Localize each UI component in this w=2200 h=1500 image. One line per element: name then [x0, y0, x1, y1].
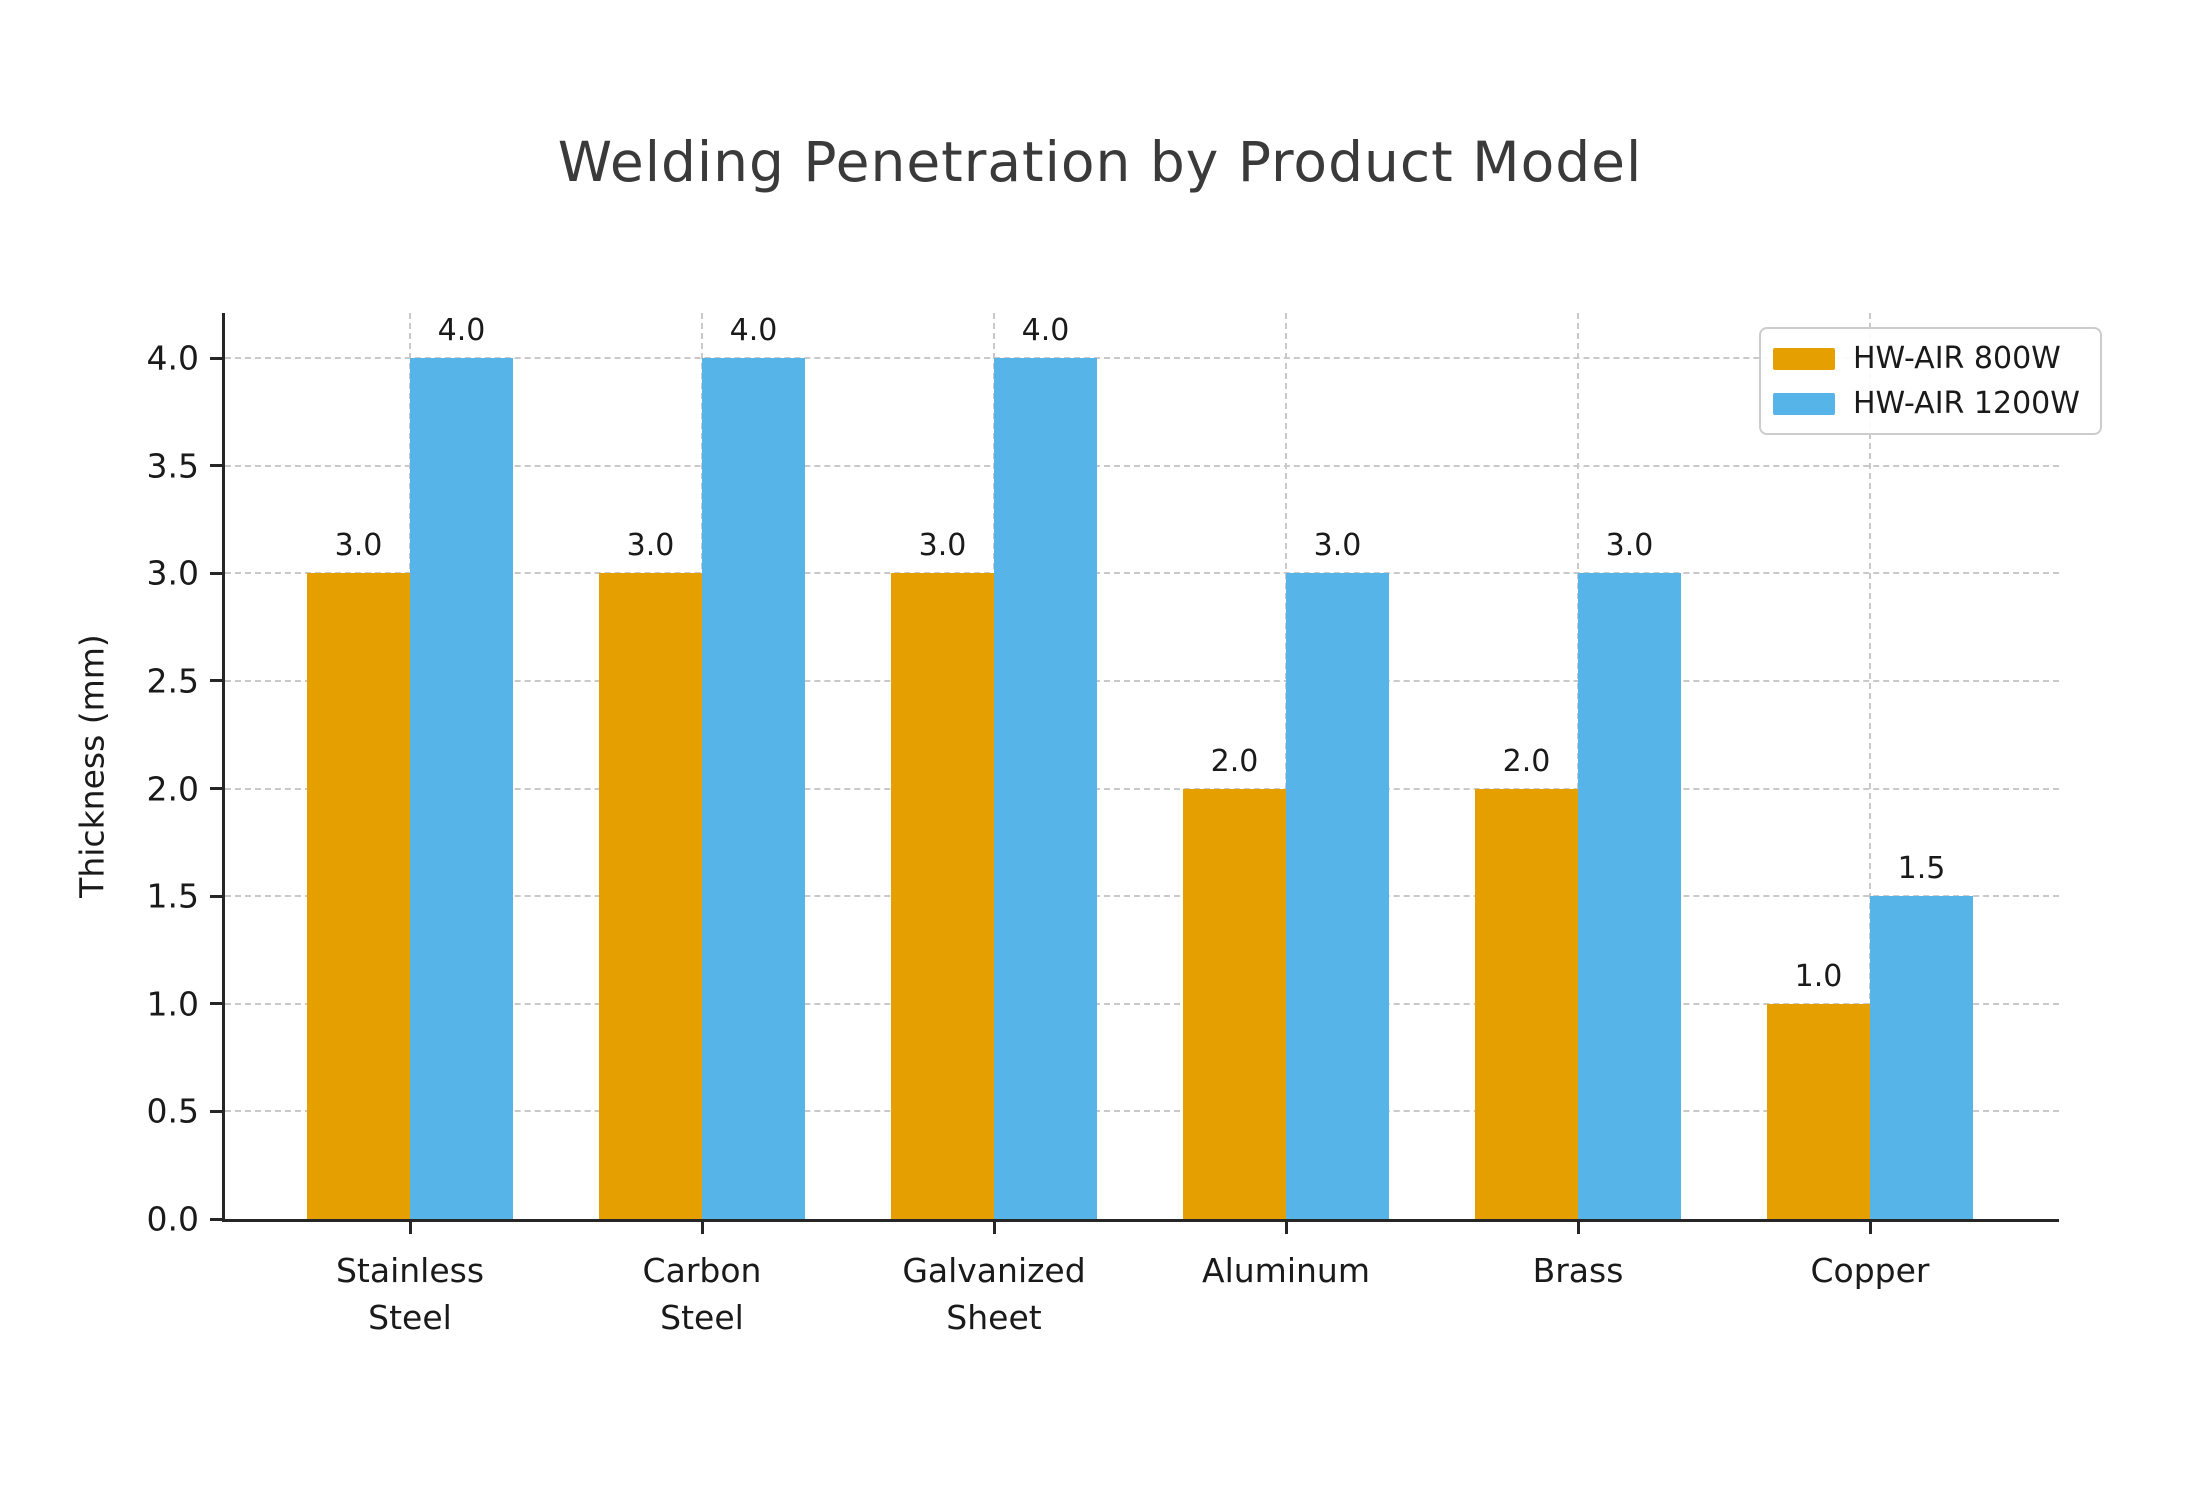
y-axis-tick — [210, 679, 222, 683]
grid-line-horizontal — [225, 464, 2059, 467]
bar-800w — [307, 573, 410, 1219]
grid-line-horizontal — [225, 1002, 2059, 1005]
bar-value-label: 3.0 — [334, 528, 383, 564]
grid-line-horizontal — [225, 572, 2059, 575]
bar-800w — [1183, 788, 1286, 1219]
x-tick-label: Copper — [1810, 1251, 1930, 1290]
legend-swatch-1200w — [1773, 392, 1835, 415]
x-axis-tick — [1868, 1222, 1872, 1234]
grid-line-horizontal — [225, 895, 2059, 898]
y-axis-tick — [210, 787, 222, 791]
y-tick-label: 4.0 — [146, 338, 199, 378]
x-tick-label: Stainless Steel — [335, 1251, 485, 1337]
grid-line-vertical — [1869, 313, 1871, 1219]
bar-1200w — [702, 358, 805, 1219]
legend: HW-AIR 800W HW-AIR 1200W — [1759, 327, 2102, 435]
bar-1200w — [1870, 896, 1973, 1219]
y-tick-label: 0.5 — [146, 1091, 199, 1131]
x-tick-label: Galvanized Sheet — [902, 1251, 1086, 1337]
bar-1200w — [410, 358, 513, 1219]
grid-line-horizontal — [225, 1110, 2059, 1113]
bar-value-label: 2.0 — [1210, 743, 1259, 779]
bar-1200w — [994, 358, 1097, 1219]
bar-value-label: 3.0 — [626, 528, 675, 564]
y-tick-label: 3.0 — [146, 553, 199, 593]
y-tick-label: 0.0 — [146, 1199, 199, 1239]
y-axis-tick — [210, 464, 222, 468]
bar-value-label: 3.0 — [918, 528, 967, 564]
y-axis-tick — [210, 1217, 222, 1221]
x-axis-tick — [700, 1222, 704, 1234]
bar-1200w — [1578, 573, 1681, 1219]
bar-value-label: 1.0 — [1794, 958, 1843, 994]
bar-value-label: 4.0 — [729, 313, 778, 349]
bar-value-label: 1.5 — [1897, 851, 1946, 887]
x-axis-tick — [1576, 1222, 1580, 1234]
y-tick-label: 3.5 — [146, 446, 199, 486]
y-axis-tick — [210, 894, 222, 898]
y-axis-tick — [210, 571, 222, 575]
chart-title: Welding Penetration by Product Model — [557, 130, 1643, 194]
x-tick-label: Aluminum — [1202, 1251, 1370, 1290]
legend-swatch-800w — [1773, 347, 1835, 370]
grid-line-horizontal — [225, 679, 2059, 682]
bar-value-label: 4.0 — [1021, 313, 1070, 349]
bar-800w — [891, 573, 994, 1219]
x-axis-tick — [408, 1222, 412, 1234]
y-tick-label: 1.5 — [146, 876, 199, 916]
bar-value-label: 3.0 — [1605, 528, 1654, 564]
bar-800w — [599, 573, 702, 1219]
bar-1200w — [1286, 573, 1389, 1219]
grid-line-horizontal — [225, 787, 2059, 790]
legend-label-1200w: HW-AIR 1200W — [1853, 386, 2080, 421]
bar-800w — [1767, 1003, 1870, 1219]
y-axis-tick — [210, 356, 222, 360]
y-tick-label: 2.0 — [146, 769, 199, 809]
legend-entry: HW-AIR 1200W — [1773, 386, 2080, 421]
y-tick-label: 2.5 — [146, 661, 199, 701]
x-axis-tick — [992, 1222, 996, 1234]
bar-800w — [1475, 788, 1578, 1219]
x-axis-tick — [1284, 1222, 1288, 1234]
bar-value-label: 4.0 — [437, 313, 486, 349]
x-tick-label: Carbon Steel — [642, 1251, 762, 1337]
grid-line-horizontal — [225, 357, 2059, 360]
legend-entry: HW-AIR 800W — [1773, 341, 2080, 376]
y-axis-label: Thickness (mm) — [72, 634, 112, 898]
y-axis-tick — [210, 1002, 222, 1006]
bar-value-label: 3.0 — [1313, 528, 1362, 564]
bar-value-label: 2.0 — [1502, 743, 1551, 779]
legend-label-800w: HW-AIR 800W — [1853, 341, 2061, 376]
y-tick-label: 1.0 — [146, 984, 199, 1024]
y-axis-tick — [210, 1109, 222, 1113]
plot-area: HW-AIR 800W HW-AIR 1200W 0.0 0.5 1.0 1.5 2.0… — [147, 313, 2102, 1337]
x-tick-label: Brass — [1532, 1251, 1624, 1290]
